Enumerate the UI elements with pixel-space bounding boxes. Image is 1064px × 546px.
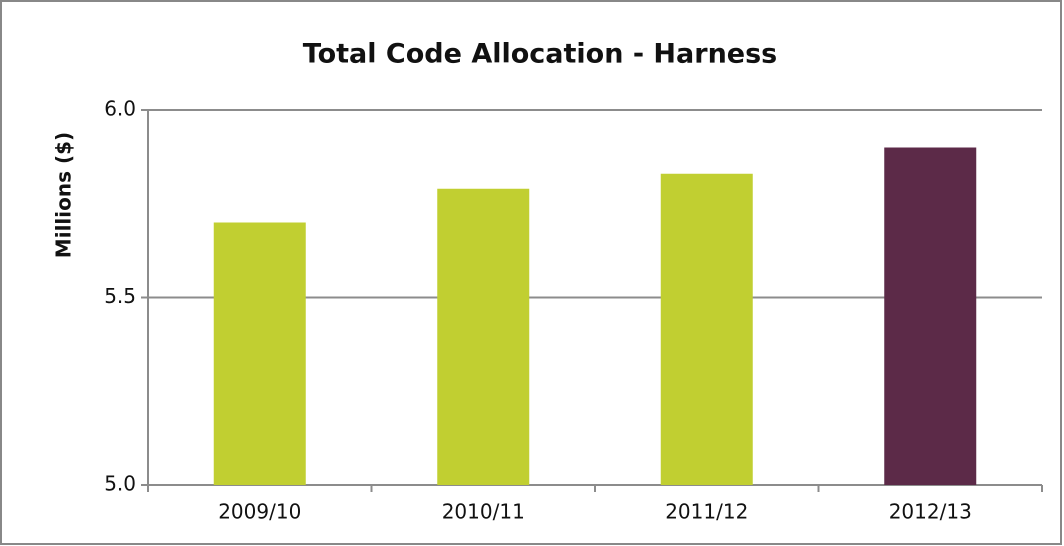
x-tick-label: 2011/12 (665, 500, 748, 524)
y-tick-label: 5.5 (104, 284, 136, 308)
bar (884, 147, 977, 485)
chart-title: Total Code Allocation - Harness (303, 39, 778, 70)
x-tick-label: 2010/11 (442, 500, 525, 524)
bar (437, 188, 530, 485)
x-tick-label: 2012/13 (889, 500, 972, 524)
x-tick-label: 2009/10 (218, 500, 301, 524)
bar (660, 173, 753, 485)
y-tick-label: 5.0 (104, 472, 136, 496)
y-axis-label: Millions ($) (52, 132, 76, 258)
y-tick-label: 6.0 (104, 97, 136, 121)
bar (213, 222, 306, 485)
